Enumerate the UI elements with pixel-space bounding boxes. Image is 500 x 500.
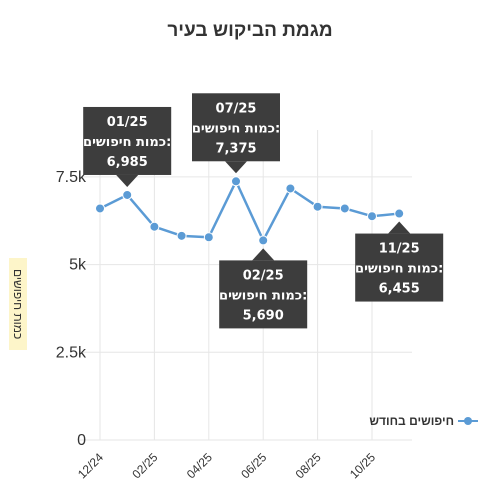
data-point[interactable] [285,183,296,194]
callout-text: 07/25 [216,101,257,116]
y-axis-ticks: 0 2.5k 5k 7.5k [56,169,87,449]
callout-text: 6,455 [379,282,420,297]
callout-11-25: 11/25 כמות חיפושים: 6,455 [355,221,444,302]
callout-layer: 01/25 כמות חיפושים: 6,985 07/25 כמות חיפושים… [83,93,444,329]
callout-text: 11/25 [379,242,420,257]
x-tick-label: 02/25 [129,450,160,481]
chart-title: מגמת הביקוש בעיר [167,20,333,41]
y-tick-label: 2.5k [56,344,87,361]
callout-02-25: 02/25 כמות חיפושים: 5,690 [219,248,308,329]
y-tick-label: 7.5k [56,169,87,186]
callout-07-25: 07/25 כמות חיפושים: 7,375 [192,93,280,174]
legend-label: חיפושים בחודש [369,414,454,428]
legend[interactable]: חיפושים בחודש [366,412,478,430]
callout-pointer [252,248,275,261]
y-axis-label: כמות חיפושים [9,258,27,350]
data-point[interactable] [176,230,187,241]
callout-pointer [116,174,139,187]
data-point[interactable] [339,203,350,214]
x-tick-label: 06/25 [238,450,269,481]
legend-marker-icon [458,417,478,425]
callout-pointer [225,161,247,174]
callout-box [83,106,172,175]
callout-text: 5,690 [243,308,284,323]
x-tick-label: 04/25 [184,450,215,481]
data-point[interactable] [367,211,377,222]
data-point[interactable] [231,176,241,187]
x-axis-ticks: 12/24 02/25 04/25 06/25 08/25 10/25 [75,450,378,481]
callout-text: 01/25 [107,115,148,130]
data-point[interactable] [258,235,269,246]
callout-text: 7,375 [215,141,256,156]
x-tick-label: 10/25 [347,450,378,481]
callout-text: כמות חיפושים: [219,288,307,303]
callout-pointer [388,221,411,234]
series-layer [95,176,405,246]
callout-text: 6,985 [107,155,148,170]
data-point[interactable] [394,208,405,219]
y-tick-label: 0 [77,432,86,449]
data-point[interactable] [95,203,105,214]
callout-text: כמות חיפושים: [355,262,443,277]
callout-text: כמות חיפושים: [192,121,280,136]
series-line [99,180,400,242]
x-tick-label: 08/25 [293,450,324,481]
data-point[interactable] [312,201,323,212]
data-point[interactable] [203,232,214,243]
callout-box [192,93,280,162]
callout-01-25: 01/25 כמות חיפושים: 6,985 [83,106,172,187]
callout-text: כמות חיפושים: [83,135,171,150]
data-point[interactable] [149,221,160,232]
x-tick-label: 12/24 [75,450,106,481]
y-tick-label: 5k [69,257,87,274]
callout-text: 02/25 [243,268,284,283]
callout-box [355,233,444,302]
callout-box [219,260,308,329]
data-point[interactable] [122,189,133,200]
